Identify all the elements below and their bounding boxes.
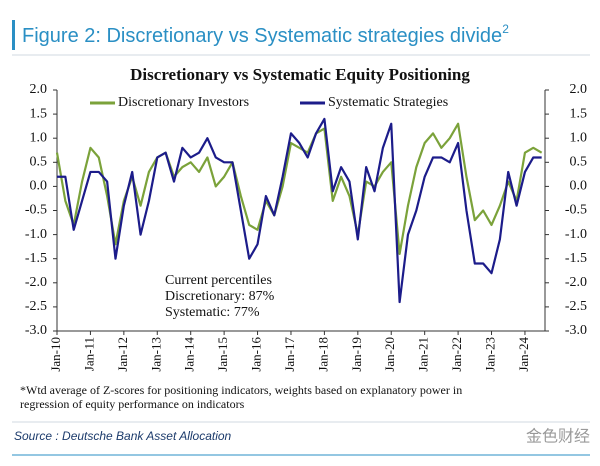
y-tick-label: -0.5 <box>25 203 47 218</box>
y2-tick-label: -2.0 <box>565 275 587 290</box>
x-tick-label: Jan-16 <box>249 337 264 372</box>
x-tick-label: Jan-24 <box>516 337 531 372</box>
x-tick-label: Jan-22 <box>449 337 464 372</box>
series-line <box>57 117 542 304</box>
x-tick-label: Jan-21 <box>416 337 431 372</box>
watermark: 金色财经 <box>526 427 590 446</box>
x-tick-label: Jan-10 <box>48 337 63 372</box>
y2-tick-label: -0.5 <box>565 203 587 218</box>
y-tick-label: 2.0 <box>30 82 48 97</box>
x-tick-label: Jan-15 <box>215 337 230 372</box>
x-tick-label: Jan-18 <box>315 337 330 372</box>
y-tick-label: -1.0 <box>25 227 47 242</box>
annotation: Discretionary: 87% <box>165 289 275 304</box>
y-tick-label: -3.0 <box>25 323 47 338</box>
y-tick-label: 1.5 <box>30 106 48 121</box>
y-tick-label: -1.5 <box>25 251 47 266</box>
y2-tick-label: 0.0 <box>570 179 588 194</box>
series-line <box>55 122 543 255</box>
header-title-text: Figure 2: Discretionary vs Systematic st… <box>22 25 502 47</box>
y-tick-label: -2.5 <box>25 299 47 314</box>
legend-label: Systematic Strategies <box>328 95 448 110</box>
x-tick-label: Jan-11 <box>81 337 96 371</box>
x-tick-label: Jan-23 <box>483 337 498 372</box>
y2-tick-label: -3.0 <box>565 323 587 338</box>
annotation: Current percentiles <box>165 273 272 288</box>
y-tick-label: 0.5 <box>30 155 48 170</box>
chart-title: Discretionary vs Systematic Equity Posit… <box>130 65 470 84</box>
annotation: Systematic: 77% <box>165 305 260 320</box>
source: Source : Deutsche Bank Asset Allocation <box>14 429 232 443</box>
header-title: Figure 2: Discretionary vs Systematic st… <box>22 22 509 47</box>
x-tick-label: Jan-12 <box>115 337 130 372</box>
x-tick-label: Jan-13 <box>148 337 163 372</box>
y2-tick-label: 2.0 <box>570 82 588 97</box>
y2-tick-label: -1.5 <box>565 251 587 266</box>
y-tick-label: 1.0 <box>30 130 48 145</box>
y2-tick-label: 0.5 <box>570 155 588 170</box>
y2-tick-label: -1.0 <box>565 227 587 242</box>
x-tick-label: Jan-20 <box>382 337 397 372</box>
footnote: *Wtd average of Z-scores for positioning… <box>20 383 462 397</box>
header-bar <box>12 20 15 50</box>
legend-label: Discretionary Investors <box>118 95 249 110</box>
footnote: regression of equity performance on indi… <box>20 397 245 411</box>
header-superscript: 2 <box>502 22 509 36</box>
y2-tick-label: -2.5 <box>565 299 587 314</box>
x-tick-label: Jan-17 <box>282 337 297 372</box>
x-tick-label: Jan-14 <box>182 337 197 372</box>
y-tick-label: -2.0 <box>25 275 47 290</box>
x-tick-label: Jan-19 <box>349 337 364 372</box>
y2-tick-label: 1.0 <box>570 130 588 145</box>
y-tick-label: 0.0 <box>30 179 48 194</box>
y2-tick-label: 1.5 <box>570 106 588 121</box>
